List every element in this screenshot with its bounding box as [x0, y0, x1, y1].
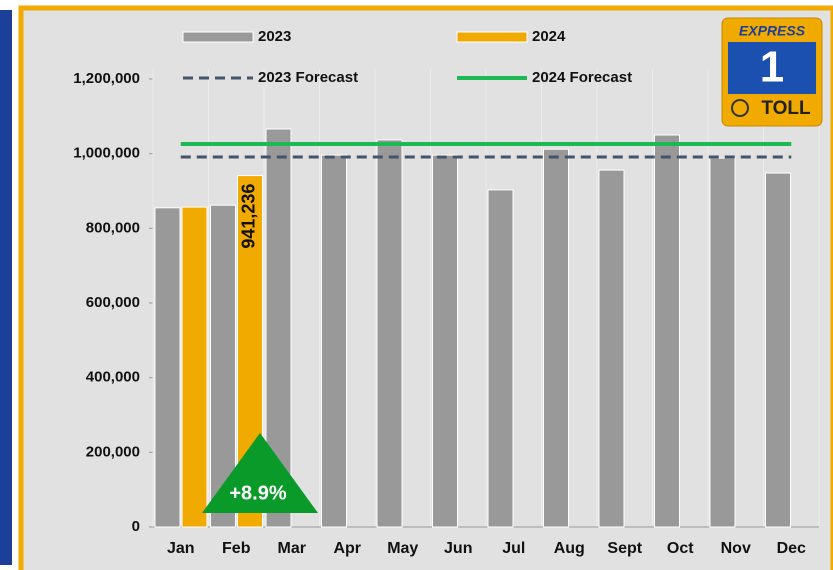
y-tick-label: 200,000 — [86, 443, 140, 460]
x-tick-label: May — [387, 540, 418, 557]
x-tick-label: Jun — [444, 540, 472, 557]
bar — [654, 134, 680, 528]
x-tick-label: Jan — [167, 540, 195, 557]
logo-panel — [728, 42, 816, 94]
x-tick-label: Nov — [721, 540, 751, 557]
y-tick-label: 400,000 — [86, 369, 140, 386]
legend-swatch — [456, 31, 528, 43]
y-tick-label: 1,000,000 — [73, 145, 140, 162]
bar — [598, 169, 625, 528]
x-tick-label: Aug — [554, 540, 585, 557]
annotation-triangle — [202, 433, 318, 513]
bar — [487, 189, 514, 528]
logo-top: EXPRESS — [739, 23, 806, 39]
x-tick-label: Feb — [222, 540, 251, 557]
logo: EXPRESS 1 TOLL — [721, 17, 823, 127]
x-tick-label: Jul — [502, 540, 525, 557]
value-label: 941,236 — [239, 184, 259, 249]
legend-label: 2024 — [532, 28, 566, 45]
bar — [154, 207, 181, 528]
y-tick-label: 800,000 — [86, 219, 140, 236]
legend-swatch — [182, 31, 254, 43]
x-tick-label: Apr — [333, 540, 361, 557]
y-tick-label: 600,000 — [86, 294, 140, 311]
bar — [321, 154, 347, 528]
bar — [709, 157, 736, 528]
y-tick-label: 0 — [132, 518, 140, 535]
bar — [432, 154, 458, 528]
bar — [765, 172, 791, 528]
legend-label: 2023 Forecast — [258, 69, 358, 86]
logo-number: 1 — [760, 43, 784, 92]
annotation-text: +8.9% — [229, 482, 286, 504]
bar — [543, 148, 569, 528]
y-tick-label: 1,200,000 — [73, 70, 140, 87]
bar — [376, 139, 403, 528]
side-strip — [0, 10, 12, 565]
x-tick-label: Sept — [607, 540, 642, 557]
x-tick-label: Mar — [278, 540, 306, 557]
bar — [181, 206, 208, 528]
x-tick-label: Dec — [777, 540, 806, 557]
logo-bottom: TOLL — [761, 98, 811, 119]
x-tick-label: Oct — [667, 540, 694, 557]
logo-star — [731, 99, 749, 117]
legend-label: 2024 Forecast — [532, 69, 632, 86]
legend-label: 2023 — [258, 28, 291, 45]
